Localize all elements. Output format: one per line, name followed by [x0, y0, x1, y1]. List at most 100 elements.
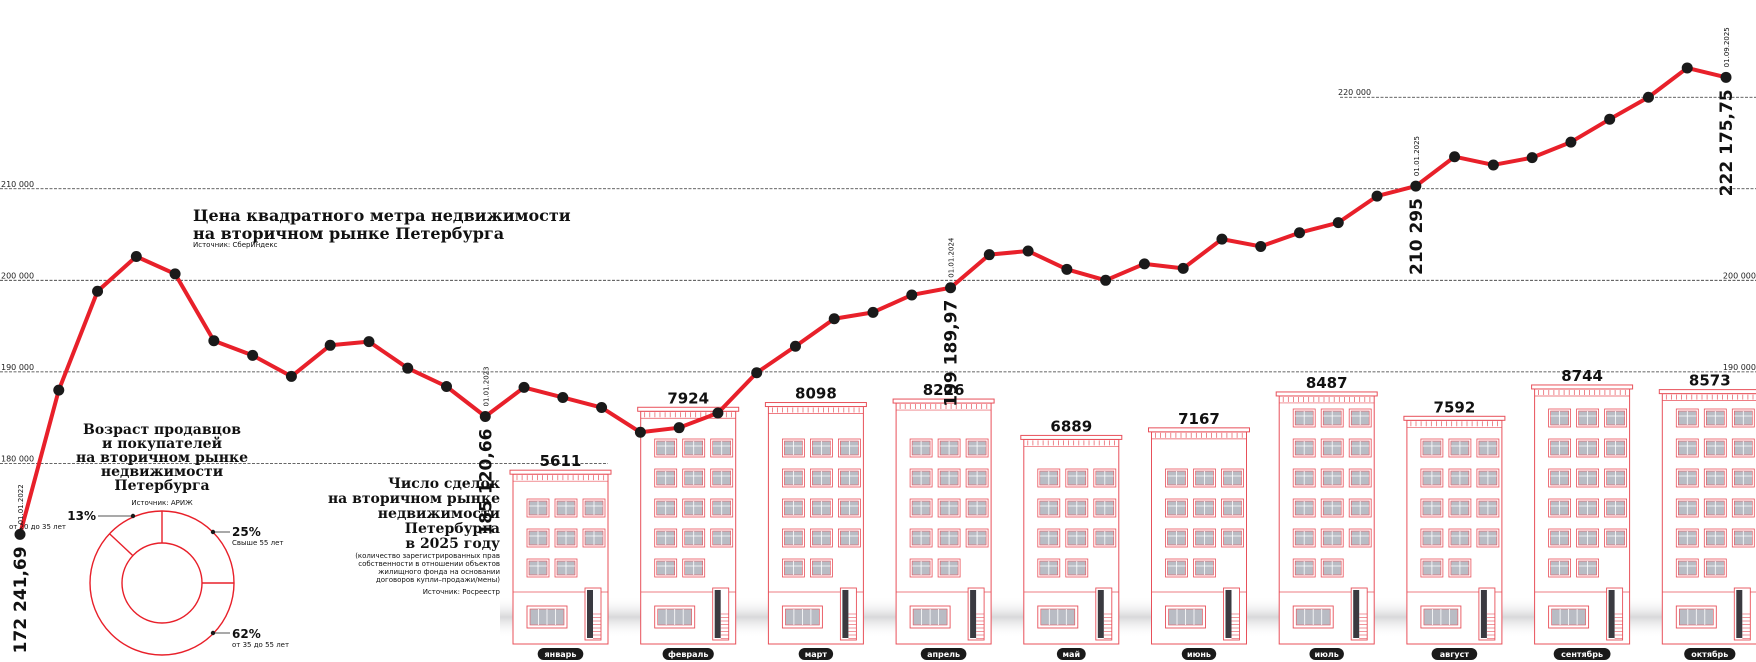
- building-window: [1476, 528, 1500, 548]
- deals-title-line-1: Число сделок: [388, 476, 500, 492]
- deals-subtitle-line-2: собственности в отношении объектов: [358, 560, 500, 568]
- building-window: [1320, 438, 1344, 458]
- building-window: [782, 498, 805, 518]
- building-window: [1604, 498, 1627, 518]
- donut-divider: [109, 533, 134, 557]
- price-value-label: 222 175,75: [1717, 89, 1737, 196]
- building-window: [710, 498, 734, 518]
- shop-window: [1675, 605, 1717, 629]
- building-bar: 7592 август: [1403, 398, 1506, 660]
- building-window: [937, 528, 961, 548]
- price-annotation: 210 295 01.01.2025: [1407, 136, 1427, 275]
- price-point: [1565, 136, 1577, 148]
- building-door: [1733, 587, 1751, 641]
- deal-count-label: 5611: [540, 452, 582, 470]
- building-window: [1093, 498, 1117, 518]
- building-window: [1093, 528, 1117, 548]
- grid-label-right: 190 000: [1723, 363, 1756, 372]
- deals-source: Источник: Росреестр: [423, 588, 501, 596]
- price-point: [1371, 190, 1383, 202]
- building-window: [1420, 528, 1444, 548]
- building-window: [1221, 528, 1244, 548]
- building-window: [1448, 438, 1472, 458]
- building-window: [654, 468, 678, 488]
- building-window: [654, 558, 678, 578]
- building-window: [1037, 468, 1061, 488]
- price-value-label: 185 120,66: [476, 429, 496, 536]
- building-window: [682, 468, 706, 488]
- price-point: [712, 407, 724, 419]
- building-window: [937, 498, 961, 518]
- price-point: [1487, 159, 1499, 171]
- building-cornice: [1658, 389, 1756, 395]
- building-window: [1320, 498, 1344, 518]
- month-label: июль: [1315, 650, 1339, 659]
- age-title-line-4: недвижимости: [101, 464, 223, 480]
- price-gridlines: 180 000 190 000 190 000 200 000 200 000 210 0…: [0, 88, 1756, 464]
- building-window: [1065, 498, 1089, 518]
- month-label: январь: [545, 650, 577, 659]
- grid-label-left: 200 000: [1, 271, 34, 280]
- shop-window: [1420, 605, 1462, 629]
- building-cornice: [892, 398, 995, 404]
- building-window: [654, 438, 678, 458]
- building-window: [582, 528, 606, 548]
- building-window: [1703, 408, 1727, 428]
- price-date-label: 01.01.2022: [17, 484, 25, 524]
- building-door: [967, 587, 985, 641]
- price-point: [789, 340, 801, 352]
- deals-title-line-2: на вторичном рынке: [328, 491, 500, 507]
- building-window: [1675, 468, 1699, 488]
- building-window: [1348, 408, 1372, 428]
- building-door: [1478, 587, 1496, 641]
- price-point: [1642, 91, 1654, 103]
- building-window: [1675, 438, 1699, 458]
- month-label: февраль: [668, 650, 708, 659]
- building-window: [1703, 438, 1727, 458]
- donut-pct: 62%: [232, 627, 261, 641]
- month-pill: [1309, 648, 1344, 660]
- building-window: [1548, 528, 1571, 548]
- building-window: [1348, 438, 1372, 458]
- price-point: [1022, 245, 1034, 257]
- building-window: [554, 498, 578, 518]
- shop-window: [1165, 605, 1206, 629]
- building-window: [1292, 498, 1316, 518]
- price-point: [1216, 233, 1228, 245]
- price-point: [751, 367, 763, 379]
- building-cornice: [1275, 391, 1378, 397]
- building-window: [1675, 408, 1699, 428]
- building-window: [1221, 468, 1244, 488]
- building-window: [682, 498, 706, 518]
- building-window: [909, 528, 933, 548]
- building-window: [838, 468, 861, 488]
- donut-desc: от 35 до 55 лет: [232, 641, 289, 649]
- building-window: [1703, 498, 1727, 518]
- price-point: [1604, 113, 1616, 125]
- price-annotation: 222 175,75 01.09.2025: [1717, 27, 1737, 196]
- building-window: [654, 498, 678, 518]
- building-window: [526, 558, 550, 578]
- month-pill: [798, 648, 834, 660]
- price-point: [285, 370, 297, 382]
- deals-bar-chart: 5611 январь 7924 февраль 8098 март 8226 апрель 6…: [509, 367, 1756, 660]
- month-pill: [1553, 648, 1611, 660]
- building-door: [1095, 587, 1113, 641]
- building-cornice: [1020, 434, 1123, 440]
- price-point: [324, 339, 336, 351]
- deal-count-label: 8487: [1306, 374, 1348, 392]
- age-chart-source: Источник: АРИЖ: [131, 499, 193, 507]
- month-label: март: [805, 650, 828, 659]
- building-bar: 6889 май: [1020, 417, 1123, 660]
- building-window: [909, 438, 933, 458]
- price-annotation: 199 189,97 01.01.2024: [942, 237, 962, 407]
- building-window: [1037, 558, 1061, 578]
- building-bar: 8487 июль: [1275, 374, 1378, 660]
- shop-window: [1548, 605, 1590, 629]
- building-bar: 7924 февраль: [637, 389, 740, 660]
- building-window: [1604, 408, 1627, 428]
- building-window: [1476, 468, 1500, 488]
- building-window: [1476, 498, 1500, 518]
- building-window: [1348, 498, 1372, 518]
- donut-slice-label: 25%Свыше 55 лет: [210, 525, 283, 547]
